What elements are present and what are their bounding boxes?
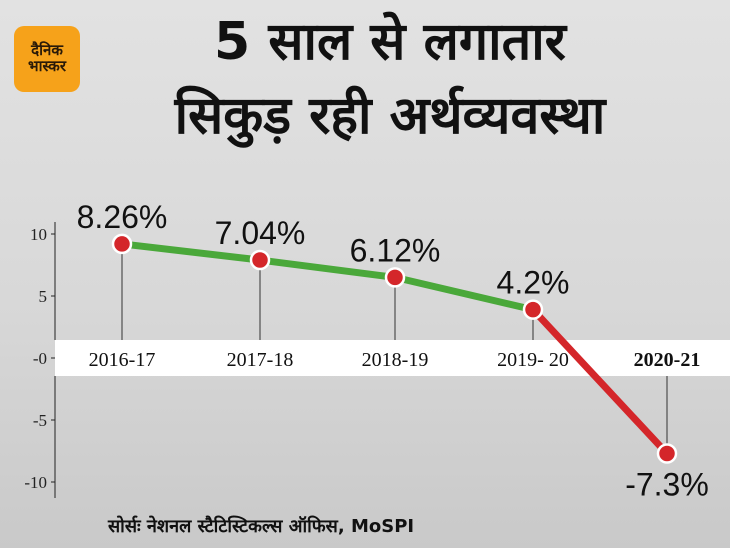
data-label: 6.12% — [350, 232, 441, 268]
category-label: 2020-21 — [634, 349, 701, 371]
dainik-bhaskar-logo: दैनिक भास्कर — [14, 26, 80, 92]
data-label: 8.26% — [77, 199, 168, 235]
data-point — [249, 249, 271, 271]
data-point — [111, 233, 133, 255]
data-points — [111, 233, 678, 464]
series-lines — [118, 240, 671, 457]
data-label: 7.04% — [215, 215, 306, 251]
category-label: 2016-17 — [89, 349, 156, 371]
logo-line1: दैनिक — [31, 41, 63, 60]
y-tick-label: -10 — [24, 473, 47, 492]
source-note: सोर्सः नेशनल स्टैटिस्टिकल्स ऑफिस, MoSPI — [108, 516, 415, 537]
data-point — [522, 299, 544, 320]
y-tick-label: -5 — [33, 411, 47, 430]
category-labels: 2016-17 2017-18 2018-19 2019- 20 2020-21 — [89, 349, 701, 371]
series-segment — [256, 256, 399, 281]
category-label: 2017-18 — [227, 349, 294, 371]
title-line1: 5 साल से लगातार — [214, 12, 566, 72]
title-line2: सिकुड़ रही अर्थव्यवस्था — [174, 86, 606, 146]
data-point — [384, 267, 406, 288]
y-tick-label: -0 — [33, 349, 47, 368]
drop-lines — [121, 243, 668, 454]
data-point — [656, 443, 678, 464]
series-segment — [118, 240, 264, 264]
data-label: 4.2% — [497, 265, 570, 301]
category-label: 2018-19 — [362, 349, 429, 371]
y-tick-label: 5 — [39, 287, 48, 306]
data-label: -7.3% — [625, 466, 709, 502]
category-band — [55, 340, 730, 376]
y-axis: 10 5 -0 -5 -10 — [24, 222, 56, 498]
logo-line2: भास्कर — [28, 57, 66, 75]
category-label: 2019- 20 — [497, 349, 569, 371]
y-tick-label: 10 — [30, 225, 47, 244]
series-segment — [529, 306, 671, 457]
series-segment — [391, 273, 537, 314]
data-labels: 8.26% 7.04% 6.12% 4.2% -7.3% — [77, 199, 709, 503]
